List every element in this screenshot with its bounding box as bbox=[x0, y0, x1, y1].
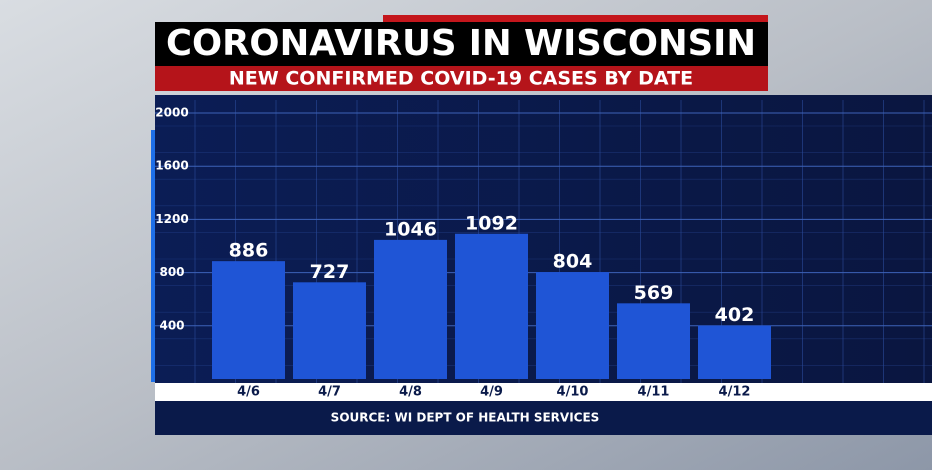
data-label: 804 bbox=[553, 251, 593, 273]
y-tick-label: 800 bbox=[159, 265, 184, 279]
x-tick-label: 4/7 bbox=[318, 385, 341, 400]
bar bbox=[536, 272, 609, 379]
y-tick-label: 400 bbox=[159, 318, 184, 332]
y-tick-label: 2000 bbox=[155, 106, 188, 120]
bar bbox=[374, 239, 447, 379]
data-label: 727 bbox=[310, 261, 350, 283]
data-label: 1092 bbox=[465, 212, 518, 234]
source-band bbox=[155, 401, 932, 435]
chart-title: CORONAVIRUS IN WISCONSIN bbox=[166, 23, 756, 64]
bar bbox=[455, 233, 528, 379]
x-tick-label: 4/12 bbox=[719, 385, 751, 400]
data-label: 886 bbox=[229, 240, 269, 262]
data-label: 1046 bbox=[384, 218, 437, 240]
y-tick-label: 1200 bbox=[155, 212, 188, 226]
bar bbox=[212, 261, 285, 379]
x-tick-label: 4/6 bbox=[237, 385, 260, 400]
subtitle-box bbox=[155, 66, 768, 91]
x-tick-label: 4/8 bbox=[399, 385, 422, 400]
x-tick-label: 4/10 bbox=[557, 385, 589, 400]
title-box bbox=[155, 22, 768, 66]
y-tick-label: 1600 bbox=[155, 159, 188, 173]
bar bbox=[698, 325, 771, 379]
data-label: 569 bbox=[634, 282, 674, 304]
x-axis-band bbox=[155, 383, 932, 401]
chart-subtitle: NEW CONFIRMED COVID-19 CASES BY DATE bbox=[229, 68, 693, 90]
x-tick-label: 4/9 bbox=[480, 385, 503, 400]
bar bbox=[293, 282, 366, 379]
source-note: SOURCE: WI DEPT OF HEALTH SERVICES bbox=[331, 411, 600, 425]
bar bbox=[617, 303, 690, 379]
accent-strip bbox=[383, 15, 768, 23]
data-label: 402 bbox=[715, 304, 755, 326]
x-tick-label: 4/11 bbox=[638, 385, 670, 400]
left-accent bbox=[151, 130, 155, 382]
